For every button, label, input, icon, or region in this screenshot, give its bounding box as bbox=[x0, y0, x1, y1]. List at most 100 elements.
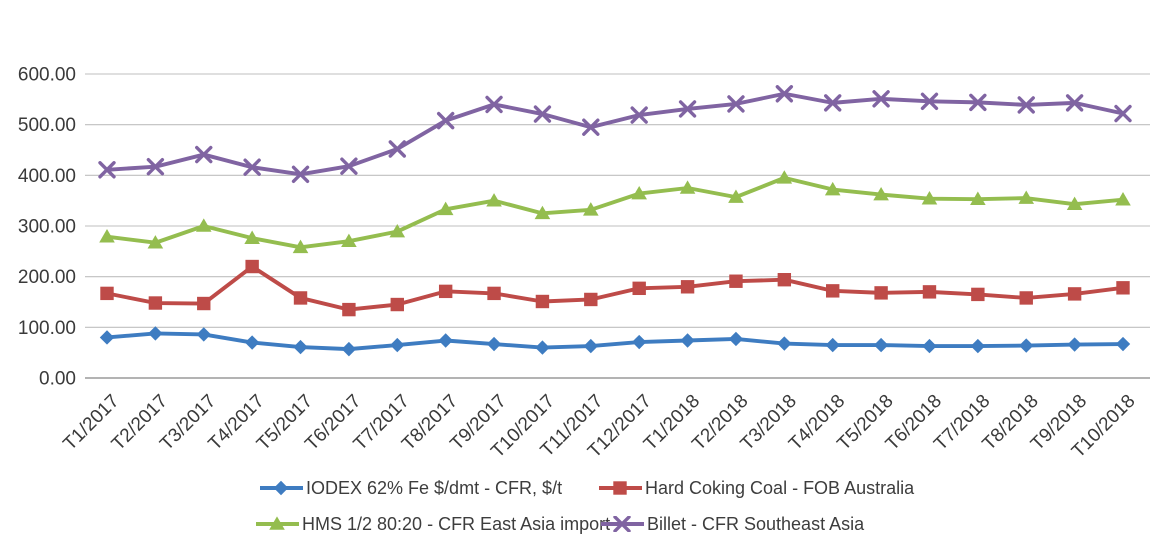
x-marker bbox=[243, 158, 261, 176]
x-marker bbox=[485, 95, 503, 114]
square-marker bbox=[584, 292, 598, 307]
iodex-series-marker-icon bbox=[260, 480, 303, 496]
x-marker bbox=[872, 90, 890, 108]
series-line bbox=[105, 331, 1125, 352]
square-marker bbox=[342, 302, 356, 317]
legend-item-billet: Billet - CFR Southeast Asia bbox=[601, 513, 864, 535]
diamond-marker bbox=[486, 336, 502, 352]
diamond-marker bbox=[196, 327, 211, 342]
y-tick-label: 0.00 bbox=[39, 369, 76, 390]
series-line bbox=[105, 175, 1125, 250]
triangle-marker bbox=[269, 516, 285, 530]
x-marker bbox=[436, 111, 455, 130]
square-marker bbox=[1019, 291, 1033, 305]
x-marker bbox=[678, 100, 697, 118]
diamond-marker bbox=[293, 339, 308, 355]
series-diamond bbox=[99, 326, 1131, 357]
diamond-marker bbox=[970, 338, 986, 354]
coking-coal-series-marker-icon bbox=[599, 481, 642, 495]
square-marker bbox=[148, 296, 163, 310]
y-tick-label: 500.00 bbox=[18, 115, 76, 136]
x-marker bbox=[920, 92, 939, 111]
billet-series-marker-icon bbox=[601, 516, 644, 532]
x-marker bbox=[146, 158, 165, 176]
triangle-marker bbox=[1066, 196, 1083, 211]
x-marker bbox=[1017, 96, 1035, 114]
square-marker bbox=[729, 274, 743, 288]
diamond-marker bbox=[1019, 338, 1034, 353]
y-axis-tick-labels: 0.00 100.00 200.00 300.00 400.00 500.00 600.00 bbox=[18, 65, 76, 390]
diamond-marker bbox=[631, 334, 647, 350]
triangle-marker bbox=[873, 186, 889, 201]
x-marker bbox=[1065, 94, 1084, 112]
x-marker bbox=[969, 93, 987, 112]
diamond-marker bbox=[728, 331, 744, 347]
triangle-marker bbox=[679, 180, 696, 194]
x-marker bbox=[98, 161, 116, 179]
diamond-marker bbox=[873, 337, 889, 353]
triangle-marker bbox=[824, 181, 841, 196]
y-tick-label: 400.00 bbox=[18, 166, 76, 187]
triangle-marker bbox=[99, 229, 115, 243]
x-marker bbox=[533, 105, 552, 123]
square-marker bbox=[777, 273, 792, 287]
hms-series-marker-icon bbox=[256, 516, 299, 530]
square-marker bbox=[438, 284, 453, 299]
triangle-marker bbox=[341, 233, 357, 247]
gridlines bbox=[85, 73, 1150, 379]
diamond-marker bbox=[680, 333, 695, 348]
diamond-marker bbox=[99, 330, 115, 345]
x-marker bbox=[582, 118, 600, 136]
diamond-marker bbox=[1067, 337, 1082, 352]
diamond-marker bbox=[825, 337, 840, 353]
legend-label-hms: HMS 1/2 80:20 - CFR East Asia import bbox=[302, 513, 611, 534]
square-marker bbox=[1067, 287, 1082, 301]
triangle-marker bbox=[147, 235, 164, 249]
legend-item-coking-coal: Hard Coking Coal - FOB Australia bbox=[599, 477, 914, 499]
diamond-marker bbox=[777, 336, 792, 351]
series-x bbox=[98, 85, 1132, 184]
x-marker bbox=[630, 106, 648, 124]
square-marker bbox=[535, 294, 550, 309]
series-line bbox=[105, 264, 1125, 312]
diamond-marker bbox=[390, 337, 405, 353]
series-line bbox=[105, 91, 1125, 177]
square-marker bbox=[922, 285, 937, 299]
triangle-marker bbox=[244, 230, 260, 244]
square-marker bbox=[293, 291, 308, 305]
square-marker bbox=[197, 296, 211, 311]
x-marker bbox=[195, 145, 213, 164]
triangle-marker bbox=[195, 218, 212, 232]
diamond-marker bbox=[583, 338, 599, 354]
triangle-marker bbox=[389, 223, 406, 238]
x-marker bbox=[291, 165, 310, 184]
diamond-marker bbox=[273, 480, 289, 496]
x-marker bbox=[340, 157, 358, 175]
square-marker bbox=[245, 259, 259, 274]
triangle-marker bbox=[921, 191, 938, 205]
diamond-marker bbox=[341, 341, 357, 357]
square-marker bbox=[487, 286, 501, 301]
square-marker bbox=[100, 286, 114, 301]
triangle-marker bbox=[292, 239, 309, 254]
y-tick-label: 300.00 bbox=[18, 217, 76, 238]
diamond-marker bbox=[148, 326, 163, 341]
square-marker bbox=[874, 286, 888, 300]
square-marker bbox=[680, 280, 695, 294]
square-marker bbox=[1116, 281, 1130, 295]
triangle-marker bbox=[728, 189, 744, 203]
diamond-marker bbox=[535, 340, 550, 355]
diamond-marker bbox=[1115, 336, 1131, 352]
legend-label-iodex: IODEX 62% Fe $/dmt - CFR, $/t bbox=[306, 477, 563, 498]
square-marker bbox=[971, 287, 985, 302]
diamond-marker bbox=[922, 338, 937, 354]
triangle-marker bbox=[486, 193, 502, 207]
triangle-marker bbox=[534, 205, 551, 220]
diamond-marker bbox=[244, 335, 260, 350]
triangle-marker bbox=[970, 191, 986, 205]
diamond-marker bbox=[438, 333, 453, 348]
y-tick-label: 600.00 bbox=[18, 65, 76, 86]
square-marker bbox=[390, 297, 404, 312]
